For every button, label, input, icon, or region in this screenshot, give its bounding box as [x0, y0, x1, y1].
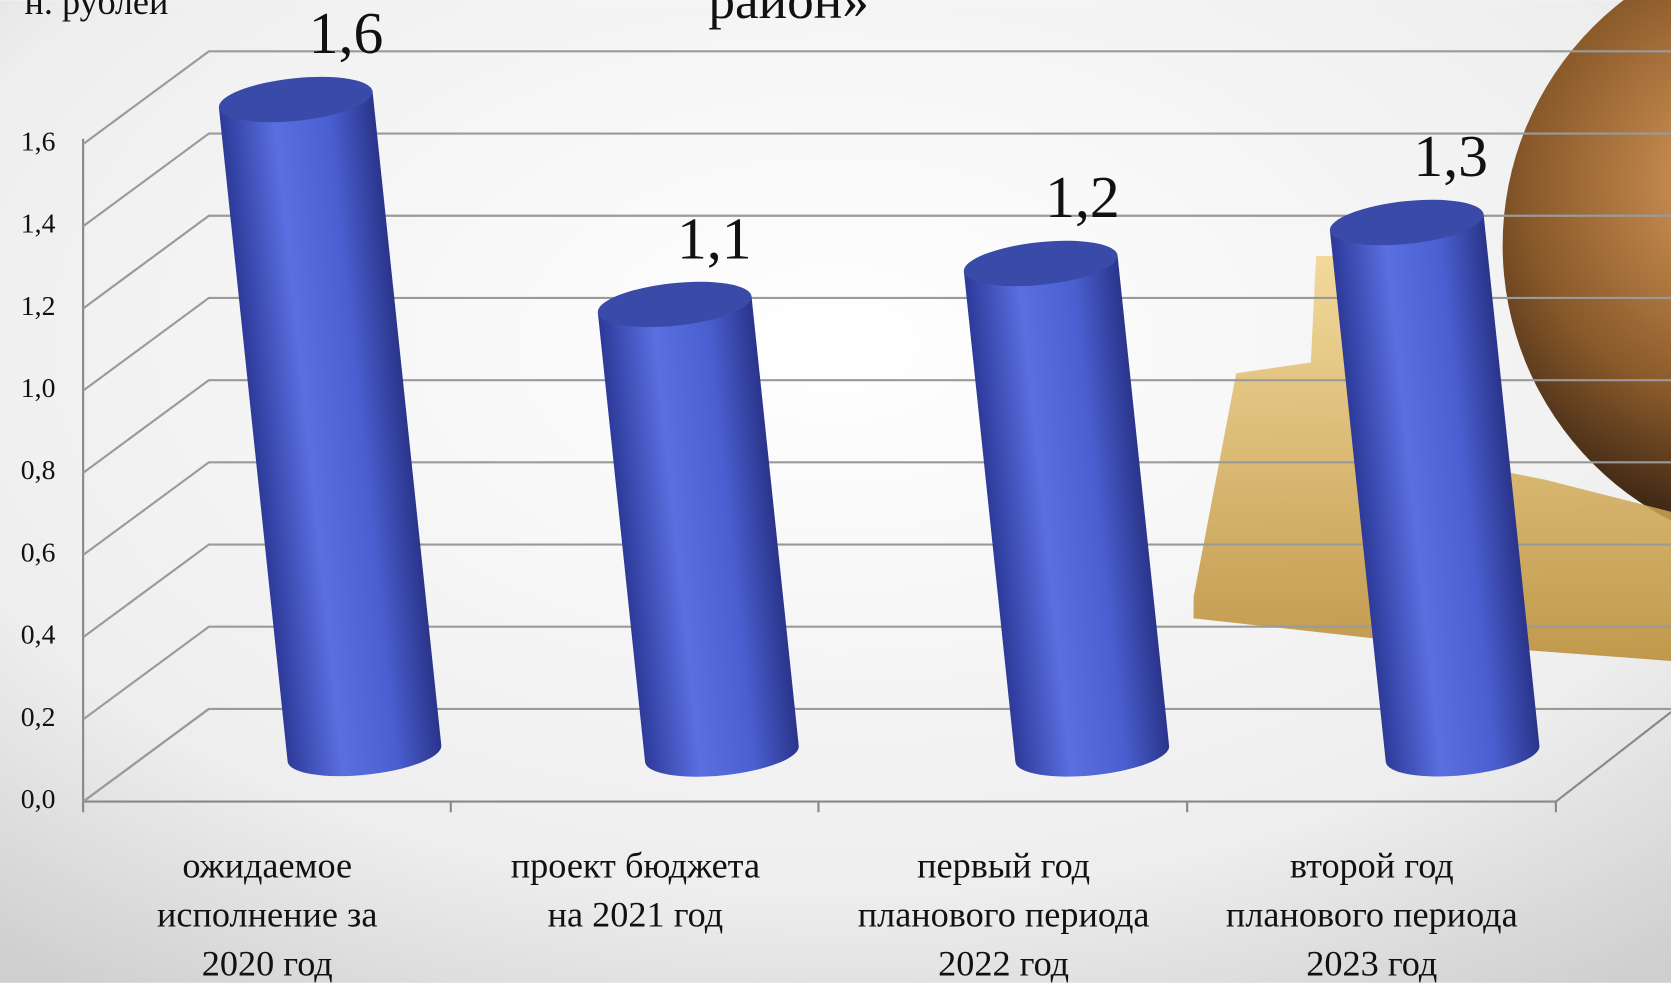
grid-line	[82, 214, 1671, 310]
y-tick-label: 0,6	[21, 536, 56, 567]
bar	[597, 281, 799, 777]
grid-line	[82, 379, 1671, 474]
y-tick-label: 0,2	[21, 701, 56, 732]
x-tick-label-box: первый год планового периода 2022 год	[857, 846, 1150, 983]
globe-decoration	[1502, 0, 1671, 521]
grid-line	[82, 461, 1671, 556]
grid-line	[82, 707, 1671, 803]
chart-title: район»	[708, 0, 869, 30]
y-tick-label: 0,4	[21, 619, 56, 650]
grid-line	[82, 543, 1671, 639]
x-tick-label-box: ожидаемое исполнение за 2020 год	[157, 846, 378, 983]
unit-label: н. рублей	[25, 0, 169, 22]
category-separators	[82, 801, 1557, 813]
x-tick-label: первый год планового периода 2022 год	[857, 846, 1150, 983]
bar-top	[1329, 199, 1484, 246]
x-tick-label: ожидаемое исполнение за 2020 год	[157, 846, 378, 983]
bar	[1329, 199, 1540, 777]
grid-line	[82, 50, 1671, 145]
bar-top	[963, 240, 1118, 287]
y-tick-label: 1,0	[21, 372, 56, 403]
bar-body	[963, 255, 1170, 777]
bar-body	[1329, 214, 1540, 777]
x-tick-label: второй год планового периода 2023 год	[1225, 846, 1518, 983]
bar-body	[597, 296, 799, 777]
x-tick-label-box: второй год планового периода 2023 год	[1225, 846, 1518, 983]
bar	[963, 240, 1170, 777]
bar-top	[597, 281, 752, 328]
y-tick-label: 1,4	[21, 208, 56, 239]
value-label: 1,2	[1045, 164, 1120, 230]
bar-top	[218, 76, 373, 123]
grid-line	[82, 625, 1671, 721]
bar	[218, 76, 442, 777]
value-label: 1,6	[309, 0, 384, 66]
value-label: 1,3	[1413, 123, 1488, 189]
bar-body	[218, 91, 442, 777]
x-tick-label: проект бюджета на 2021 год	[510, 846, 761, 935]
y-tick-label: 1,6	[21, 125, 56, 156]
y-tick-label: 1,2	[21, 290, 56, 321]
grid-line	[82, 296, 1671, 392]
grid-line	[82, 132, 1671, 228]
y-tick-label: 0,0	[21, 783, 56, 814]
y-tick-label: 0,8	[21, 454, 56, 485]
x-tick-label-box: проект бюджета на 2021 год	[510, 846, 761, 935]
value-label: 1,1	[677, 205, 752, 271]
